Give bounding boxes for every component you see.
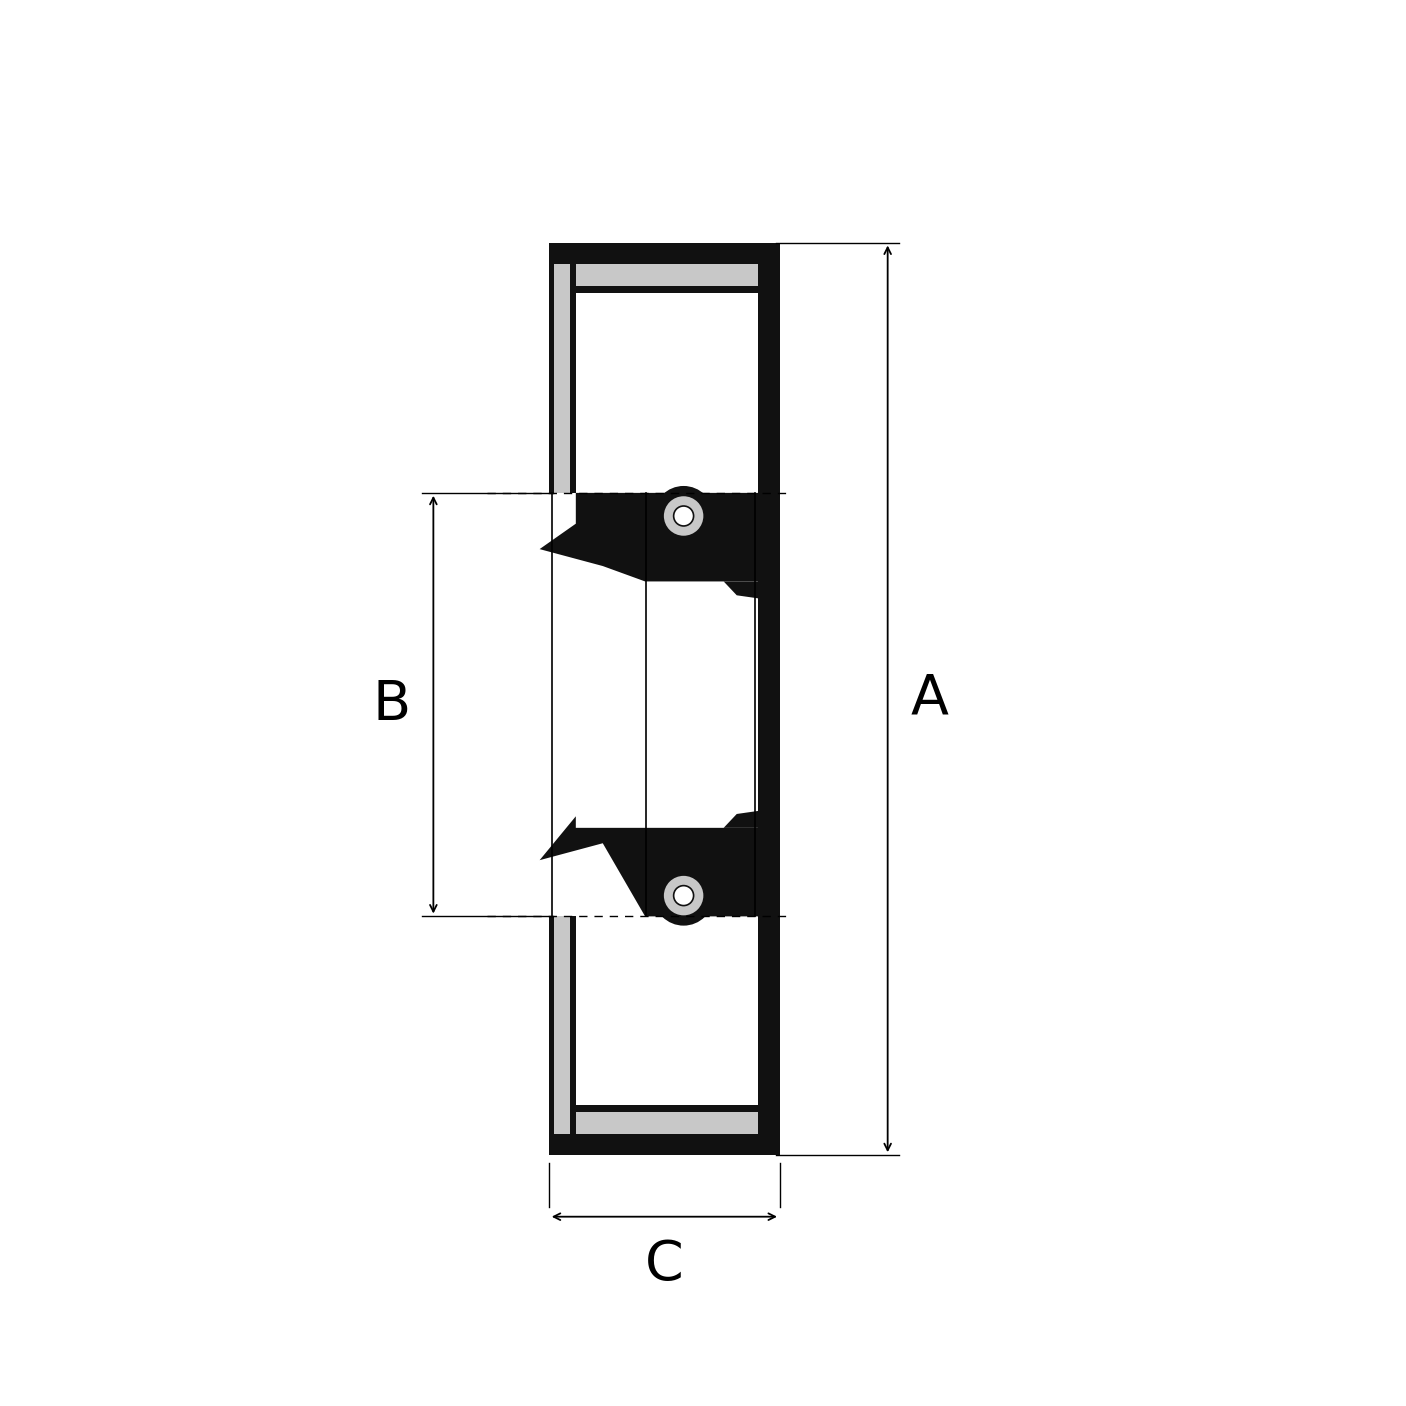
Polygon shape [571, 347, 576, 494]
Polygon shape [571, 264, 576, 347]
Polygon shape [576, 1105, 758, 1112]
Polygon shape [576, 264, 758, 292]
Polygon shape [548, 347, 554, 494]
Text: B: B [373, 678, 411, 731]
Polygon shape [548, 1133, 780, 1156]
Polygon shape [540, 494, 758, 582]
Polygon shape [724, 811, 758, 828]
Circle shape [654, 866, 714, 925]
Circle shape [673, 506, 693, 526]
Polygon shape [548, 264, 554, 347]
Circle shape [662, 495, 704, 537]
Text: C: C [645, 1239, 683, 1292]
Polygon shape [571, 1052, 576, 1133]
Polygon shape [571, 917, 576, 1052]
Polygon shape [724, 582, 758, 599]
Circle shape [673, 886, 693, 905]
Polygon shape [548, 347, 576, 494]
Polygon shape [576, 1105, 758, 1133]
Polygon shape [548, 1052, 576, 1133]
Text: A: A [911, 672, 949, 725]
Polygon shape [548, 917, 576, 1052]
Polygon shape [576, 285, 758, 292]
Polygon shape [758, 243, 780, 1156]
Polygon shape [548, 1052, 554, 1133]
Circle shape [662, 875, 704, 917]
Polygon shape [540, 817, 758, 917]
Circle shape [654, 486, 714, 546]
Polygon shape [548, 917, 554, 1052]
Polygon shape [548, 264, 576, 347]
Polygon shape [548, 243, 780, 264]
